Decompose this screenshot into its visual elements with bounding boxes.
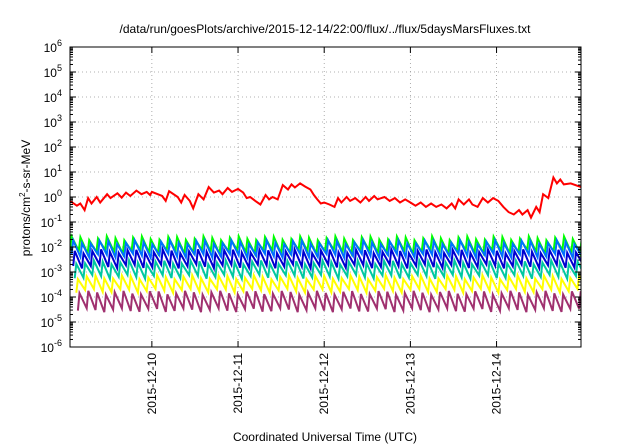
y-axis-label: protons/cm2-s-sr-MeV xyxy=(18,140,33,256)
series-line xyxy=(70,174,581,220)
x-tick-label: 2015-12-13 xyxy=(403,353,417,415)
series-line xyxy=(72,245,581,273)
y-tick-labels: 10-6 10-5 10-4 10-3 10-2 10-1 100 101 102 103 104 1… xyxy=(41,38,62,355)
y-tick-label: 103 xyxy=(44,113,62,130)
series-lines xyxy=(70,174,581,315)
series-line xyxy=(73,256,581,283)
x-axis-label: Coordinated Universal Time (UTC) xyxy=(233,430,417,444)
y-tick-label: 10-2 xyxy=(41,238,62,255)
x-tick-labels: 2015-12-10 2015-12-11 2015-12-12 2015-12-13… xyxy=(145,353,504,415)
y-tick-label: 104 xyxy=(44,88,62,105)
x-tick-label: 2015-12-14 xyxy=(490,353,504,415)
series-line xyxy=(70,236,581,262)
y-tick-label: 102 xyxy=(44,138,62,155)
y-tick-label: 101 xyxy=(44,163,62,180)
y-tick-label: 10-4 xyxy=(41,288,62,305)
x-tick-label: 2015-12-12 xyxy=(317,353,331,415)
series-line xyxy=(75,271,581,297)
chart-title: /data/run/goesPlots/archive/2015-12-14/2… xyxy=(120,22,532,36)
y-tick-label: 10-1 xyxy=(41,213,62,230)
y-tick-label: 10-3 xyxy=(41,263,62,280)
y-tick-label: 105 xyxy=(44,63,62,80)
x-tick-label: 2015-12-10 xyxy=(145,353,159,415)
x-tick-label: 2015-12-11 xyxy=(231,353,245,414)
axis-ticks xyxy=(70,46,581,348)
y-tick-label: 100 xyxy=(44,188,62,205)
y-tick-label: 106 xyxy=(44,38,62,55)
series-line xyxy=(76,288,581,315)
y-tick-label: 10-5 xyxy=(41,313,62,330)
y-tick-label: 10-6 xyxy=(41,338,62,355)
